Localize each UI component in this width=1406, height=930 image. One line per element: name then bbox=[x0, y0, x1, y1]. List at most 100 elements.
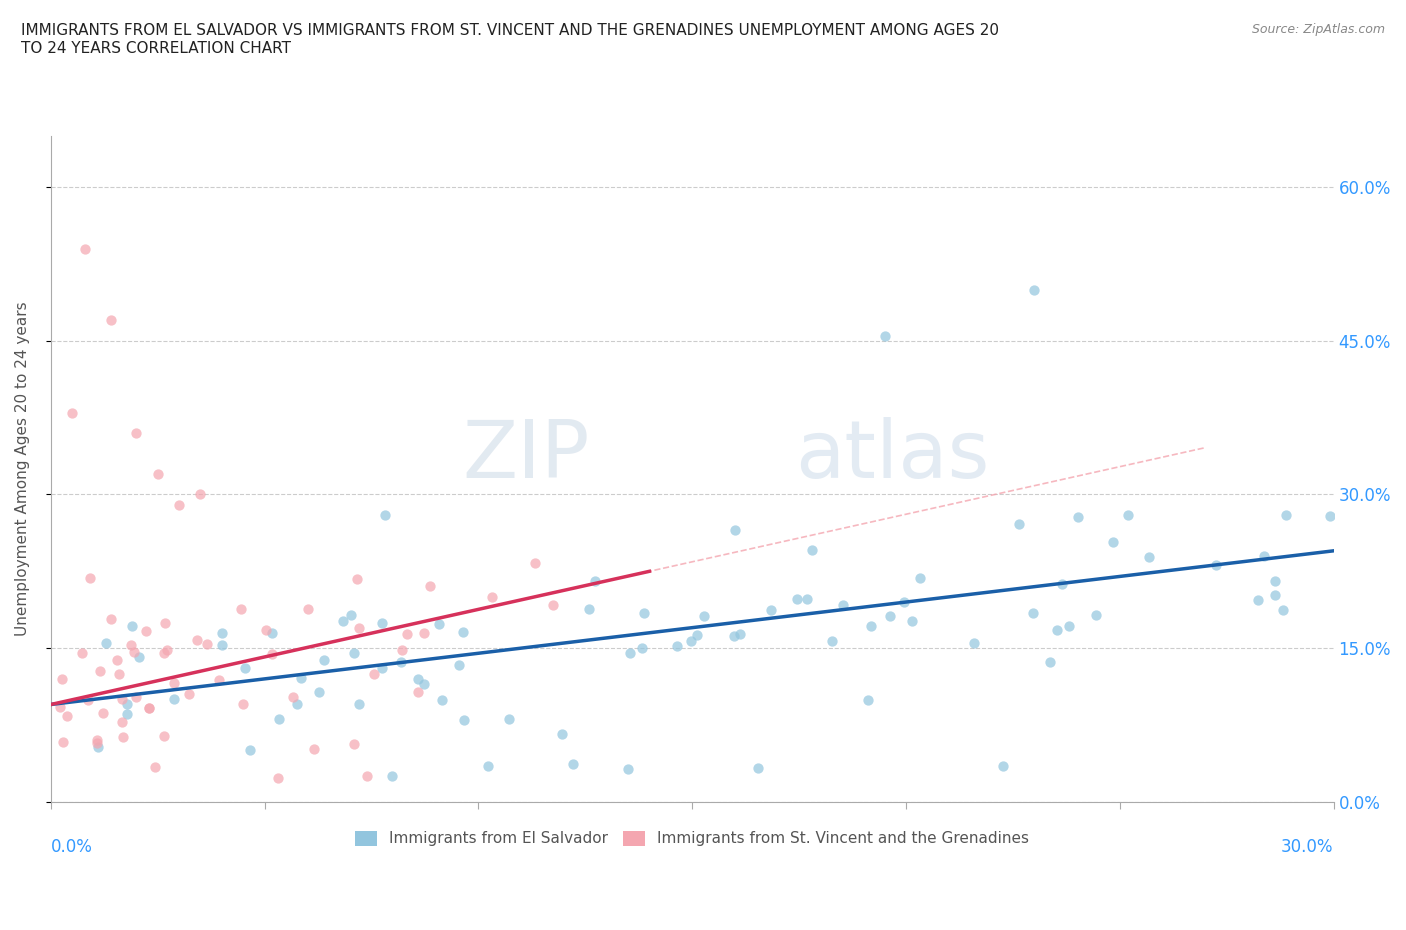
Point bbox=[124, 690, 146, 705]
Point bbox=[412, 626, 434, 641]
Point bbox=[893, 594, 915, 609]
Point bbox=[290, 671, 312, 685]
Point bbox=[314, 653, 336, 668]
Point bbox=[856, 693, 879, 708]
Point bbox=[121, 618, 143, 633]
Point bbox=[1264, 588, 1286, 603]
Text: atlas: atlas bbox=[794, 417, 990, 495]
Point bbox=[52, 735, 75, 750]
Point bbox=[686, 627, 709, 642]
Point bbox=[551, 727, 574, 742]
Point bbox=[389, 654, 412, 669]
Point bbox=[873, 328, 896, 343]
Point bbox=[859, 618, 882, 633]
Point bbox=[167, 498, 190, 512]
Point bbox=[1264, 573, 1286, 588]
Point bbox=[297, 602, 319, 617]
Point bbox=[146, 467, 169, 482]
Text: 0.0%: 0.0% bbox=[51, 839, 93, 857]
Point bbox=[87, 739, 110, 754]
Point bbox=[963, 636, 986, 651]
Point bbox=[1022, 605, 1045, 620]
Point bbox=[665, 639, 688, 654]
Point bbox=[879, 608, 901, 623]
Point bbox=[94, 636, 117, 651]
Text: Source: ZipAtlas.com: Source: ZipAtlas.com bbox=[1251, 23, 1385, 36]
Point bbox=[120, 638, 142, 653]
Point bbox=[1116, 508, 1139, 523]
Point bbox=[197, 637, 219, 652]
Point bbox=[381, 768, 404, 783]
Point bbox=[451, 625, 474, 640]
Point bbox=[267, 711, 290, 726]
Point bbox=[1102, 535, 1125, 550]
Text: 30.0%: 30.0% bbox=[1281, 839, 1334, 857]
Point bbox=[179, 686, 201, 701]
Point bbox=[152, 729, 174, 744]
Point bbox=[110, 715, 132, 730]
Point bbox=[1039, 655, 1062, 670]
Point bbox=[693, 609, 716, 624]
Point bbox=[111, 730, 134, 745]
Point bbox=[477, 758, 499, 773]
Point bbox=[208, 672, 231, 687]
Point bbox=[761, 603, 783, 618]
Point bbox=[419, 578, 441, 593]
Y-axis label: Unemployment Among Ages 20 to 24 years: Unemployment Among Ages 20 to 24 years bbox=[15, 301, 30, 636]
Point bbox=[786, 591, 808, 606]
Point bbox=[73, 241, 96, 256]
Point bbox=[308, 684, 330, 699]
Point bbox=[49, 700, 72, 715]
Point bbox=[679, 634, 702, 649]
Point bbox=[561, 757, 583, 772]
Point bbox=[115, 697, 138, 711]
Point bbox=[232, 697, 254, 711]
Point bbox=[190, 487, 212, 502]
Point bbox=[111, 692, 134, 707]
Point bbox=[55, 709, 77, 724]
Point bbox=[77, 693, 100, 708]
Point bbox=[1253, 548, 1275, 563]
Point bbox=[723, 629, 745, 644]
Point bbox=[371, 660, 394, 675]
Point bbox=[453, 713, 475, 728]
Point bbox=[800, 543, 823, 558]
Point bbox=[391, 643, 413, 658]
Text: IMMIGRANTS FROM EL SALVADOR VS IMMIGRANTS FROM ST. VINCENT AND THE GRENADINES UN: IMMIGRANTS FROM EL SALVADOR VS IMMIGRANT… bbox=[21, 23, 1000, 56]
Point bbox=[747, 761, 769, 776]
Point bbox=[910, 571, 932, 586]
Point bbox=[347, 697, 370, 711]
Point bbox=[427, 617, 450, 631]
Point bbox=[631, 641, 654, 656]
Point bbox=[1271, 603, 1294, 618]
Point bbox=[1085, 607, 1108, 622]
Point bbox=[430, 693, 453, 708]
Point bbox=[1319, 508, 1341, 523]
Point bbox=[72, 645, 94, 660]
Point bbox=[498, 711, 520, 726]
Point bbox=[79, 570, 101, 585]
Point bbox=[796, 591, 818, 606]
Point bbox=[163, 692, 186, 707]
Point bbox=[408, 684, 430, 699]
Point bbox=[100, 312, 122, 327]
Point bbox=[481, 590, 503, 604]
Point bbox=[371, 616, 394, 631]
Point bbox=[449, 658, 471, 672]
Point bbox=[346, 572, 368, 587]
Point bbox=[302, 741, 325, 756]
Point bbox=[1059, 618, 1081, 633]
Point bbox=[413, 677, 436, 692]
Point bbox=[260, 626, 283, 641]
Point bbox=[105, 652, 128, 667]
Point bbox=[124, 644, 146, 659]
Point bbox=[267, 770, 290, 785]
Point bbox=[1247, 593, 1270, 608]
Point bbox=[1008, 516, 1031, 531]
Point bbox=[406, 671, 429, 686]
Legend: Immigrants from El Salvador, Immigrants from St. Vincent and the Grenadines: Immigrants from El Salvador, Immigrants … bbox=[347, 823, 1036, 854]
Point bbox=[135, 623, 157, 638]
Point bbox=[356, 768, 378, 783]
Point bbox=[1050, 577, 1073, 591]
Point bbox=[138, 700, 160, 715]
